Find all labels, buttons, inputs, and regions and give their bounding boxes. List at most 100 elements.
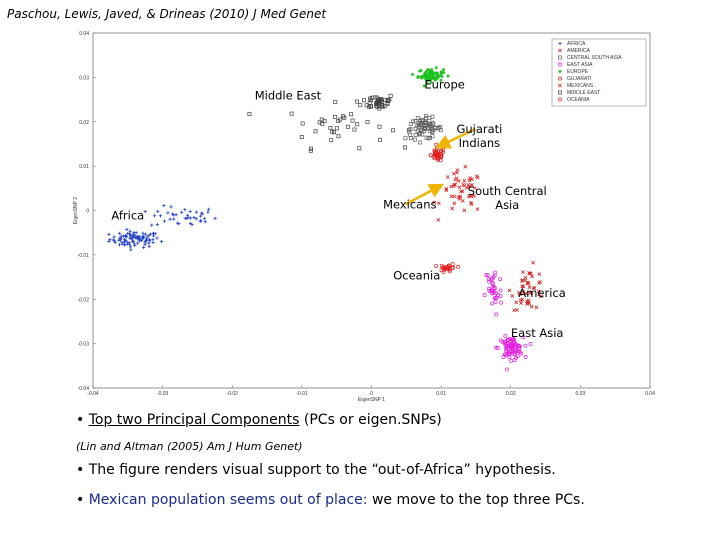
marker-stroke [422, 84, 426, 88]
data-point [428, 153, 433, 158]
data-point [462, 178, 467, 183]
data-point [126, 231, 130, 235]
data-point [168, 217, 172, 221]
x-tick-label: -0.01 [296, 391, 308, 397]
data-point [485, 273, 490, 278]
data-point [512, 350, 516, 355]
data-point [377, 124, 382, 129]
marker-stroke [464, 185, 469, 190]
data-point [119, 238, 123, 242]
x-tick-label: 0 [370, 391, 373, 397]
legend-marker [558, 76, 562, 81]
data-point [198, 219, 202, 223]
data-point [148, 239, 152, 243]
data-point [386, 99, 391, 103]
data-point [375, 102, 380, 107]
data-point [434, 142, 439, 147]
marker-stroke [449, 184, 454, 189]
data-point [469, 202, 474, 207]
data-point [459, 189, 463, 194]
cluster-east-asia [482, 270, 504, 317]
data-point [498, 277, 503, 281]
marker-stroke [428, 68, 431, 72]
marker-stroke [469, 194, 474, 199]
marker-stroke [531, 285, 536, 290]
data-point [423, 126, 428, 131]
data-point [521, 270, 525, 274]
citation: Paschou, Lewis, Javed, & Drineas (2010) … [7, 7, 327, 21]
cluster-mexicans [432, 164, 480, 222]
data-point [329, 138, 334, 143]
annotation-africa: Africa [111, 208, 144, 222]
data-point [156, 209, 160, 213]
data-point [486, 277, 491, 282]
data-point [162, 203, 166, 208]
data-point [128, 229, 132, 233]
annotation-oceania: Oceania [393, 268, 440, 282]
data-point [506, 341, 510, 346]
data-point [380, 99, 385, 104]
data-point [487, 279, 492, 284]
data-point [507, 288, 512, 293]
marker-stroke [526, 281, 530, 286]
annotation-arrow-mexicans [405, 183, 445, 206]
data-point [119, 234, 123, 238]
data-point [355, 122, 360, 127]
marker-stroke [520, 297, 525, 302]
marker-stroke [531, 260, 535, 265]
annotation-label-gujarati: Indians [459, 136, 501, 150]
annotation-east-asia: East Asia [511, 326, 564, 340]
cluster-middle-east [247, 99, 407, 153]
marker-stroke [455, 168, 460, 173]
data-point [412, 137, 417, 142]
annotation-mexicans: Mexicans [383, 197, 436, 211]
legend-label: EUROPE [567, 69, 589, 75]
marker-stroke [514, 300, 519, 305]
data-point [444, 186, 449, 191]
data-point [121, 242, 125, 246]
data-point [466, 183, 471, 187]
annotation-label-east-asia: East Asia [511, 326, 564, 340]
data-point [472, 193, 476, 198]
marker-stroke [457, 196, 462, 201]
marker-stroke [437, 74, 441, 78]
data-point [450, 262, 455, 267]
data-point [492, 290, 497, 295]
data-point [202, 217, 207, 221]
data-point [416, 74, 420, 78]
annotation-label-america: America [518, 286, 565, 300]
y-tick-label: -0.03 [78, 342, 90, 348]
data-point [523, 355, 528, 359]
x-tick-label: 0.02 [506, 391, 516, 397]
data-point [434, 77, 438, 81]
data-point [141, 234, 146, 238]
marker-stroke [418, 69, 422, 73]
data-point [206, 210, 210, 214]
cluster-middle-east [358, 93, 393, 111]
marker-stroke [442, 68, 445, 71]
data-point [434, 264, 439, 268]
marker-stroke [539, 294, 543, 299]
marker-stroke [452, 201, 457, 206]
legend-marker [558, 97, 562, 102]
data-point [524, 291, 528, 296]
marker-stroke [462, 183, 467, 188]
marker-stroke [411, 72, 414, 76]
data-point [514, 300, 519, 305]
x-tick-label: 0.04 [645, 391, 655, 397]
y-tick-label: 0.04 [79, 31, 89, 37]
data-point [423, 74, 428, 79]
annotation-label-mexicans: Mexicans [383, 197, 436, 211]
marker-stroke [460, 198, 465, 203]
data-point [113, 240, 117, 245]
annotation-middle-east: Middle East [255, 89, 322, 103]
data-point [207, 207, 211, 211]
data-point [151, 238, 155, 242]
data-point [151, 234, 156, 238]
data-point [494, 312, 499, 317]
data-point [378, 137, 383, 142]
data-point [452, 194, 457, 199]
data-point [432, 200, 437, 205]
marker-stroke [470, 182, 475, 187]
data-point [162, 219, 167, 223]
